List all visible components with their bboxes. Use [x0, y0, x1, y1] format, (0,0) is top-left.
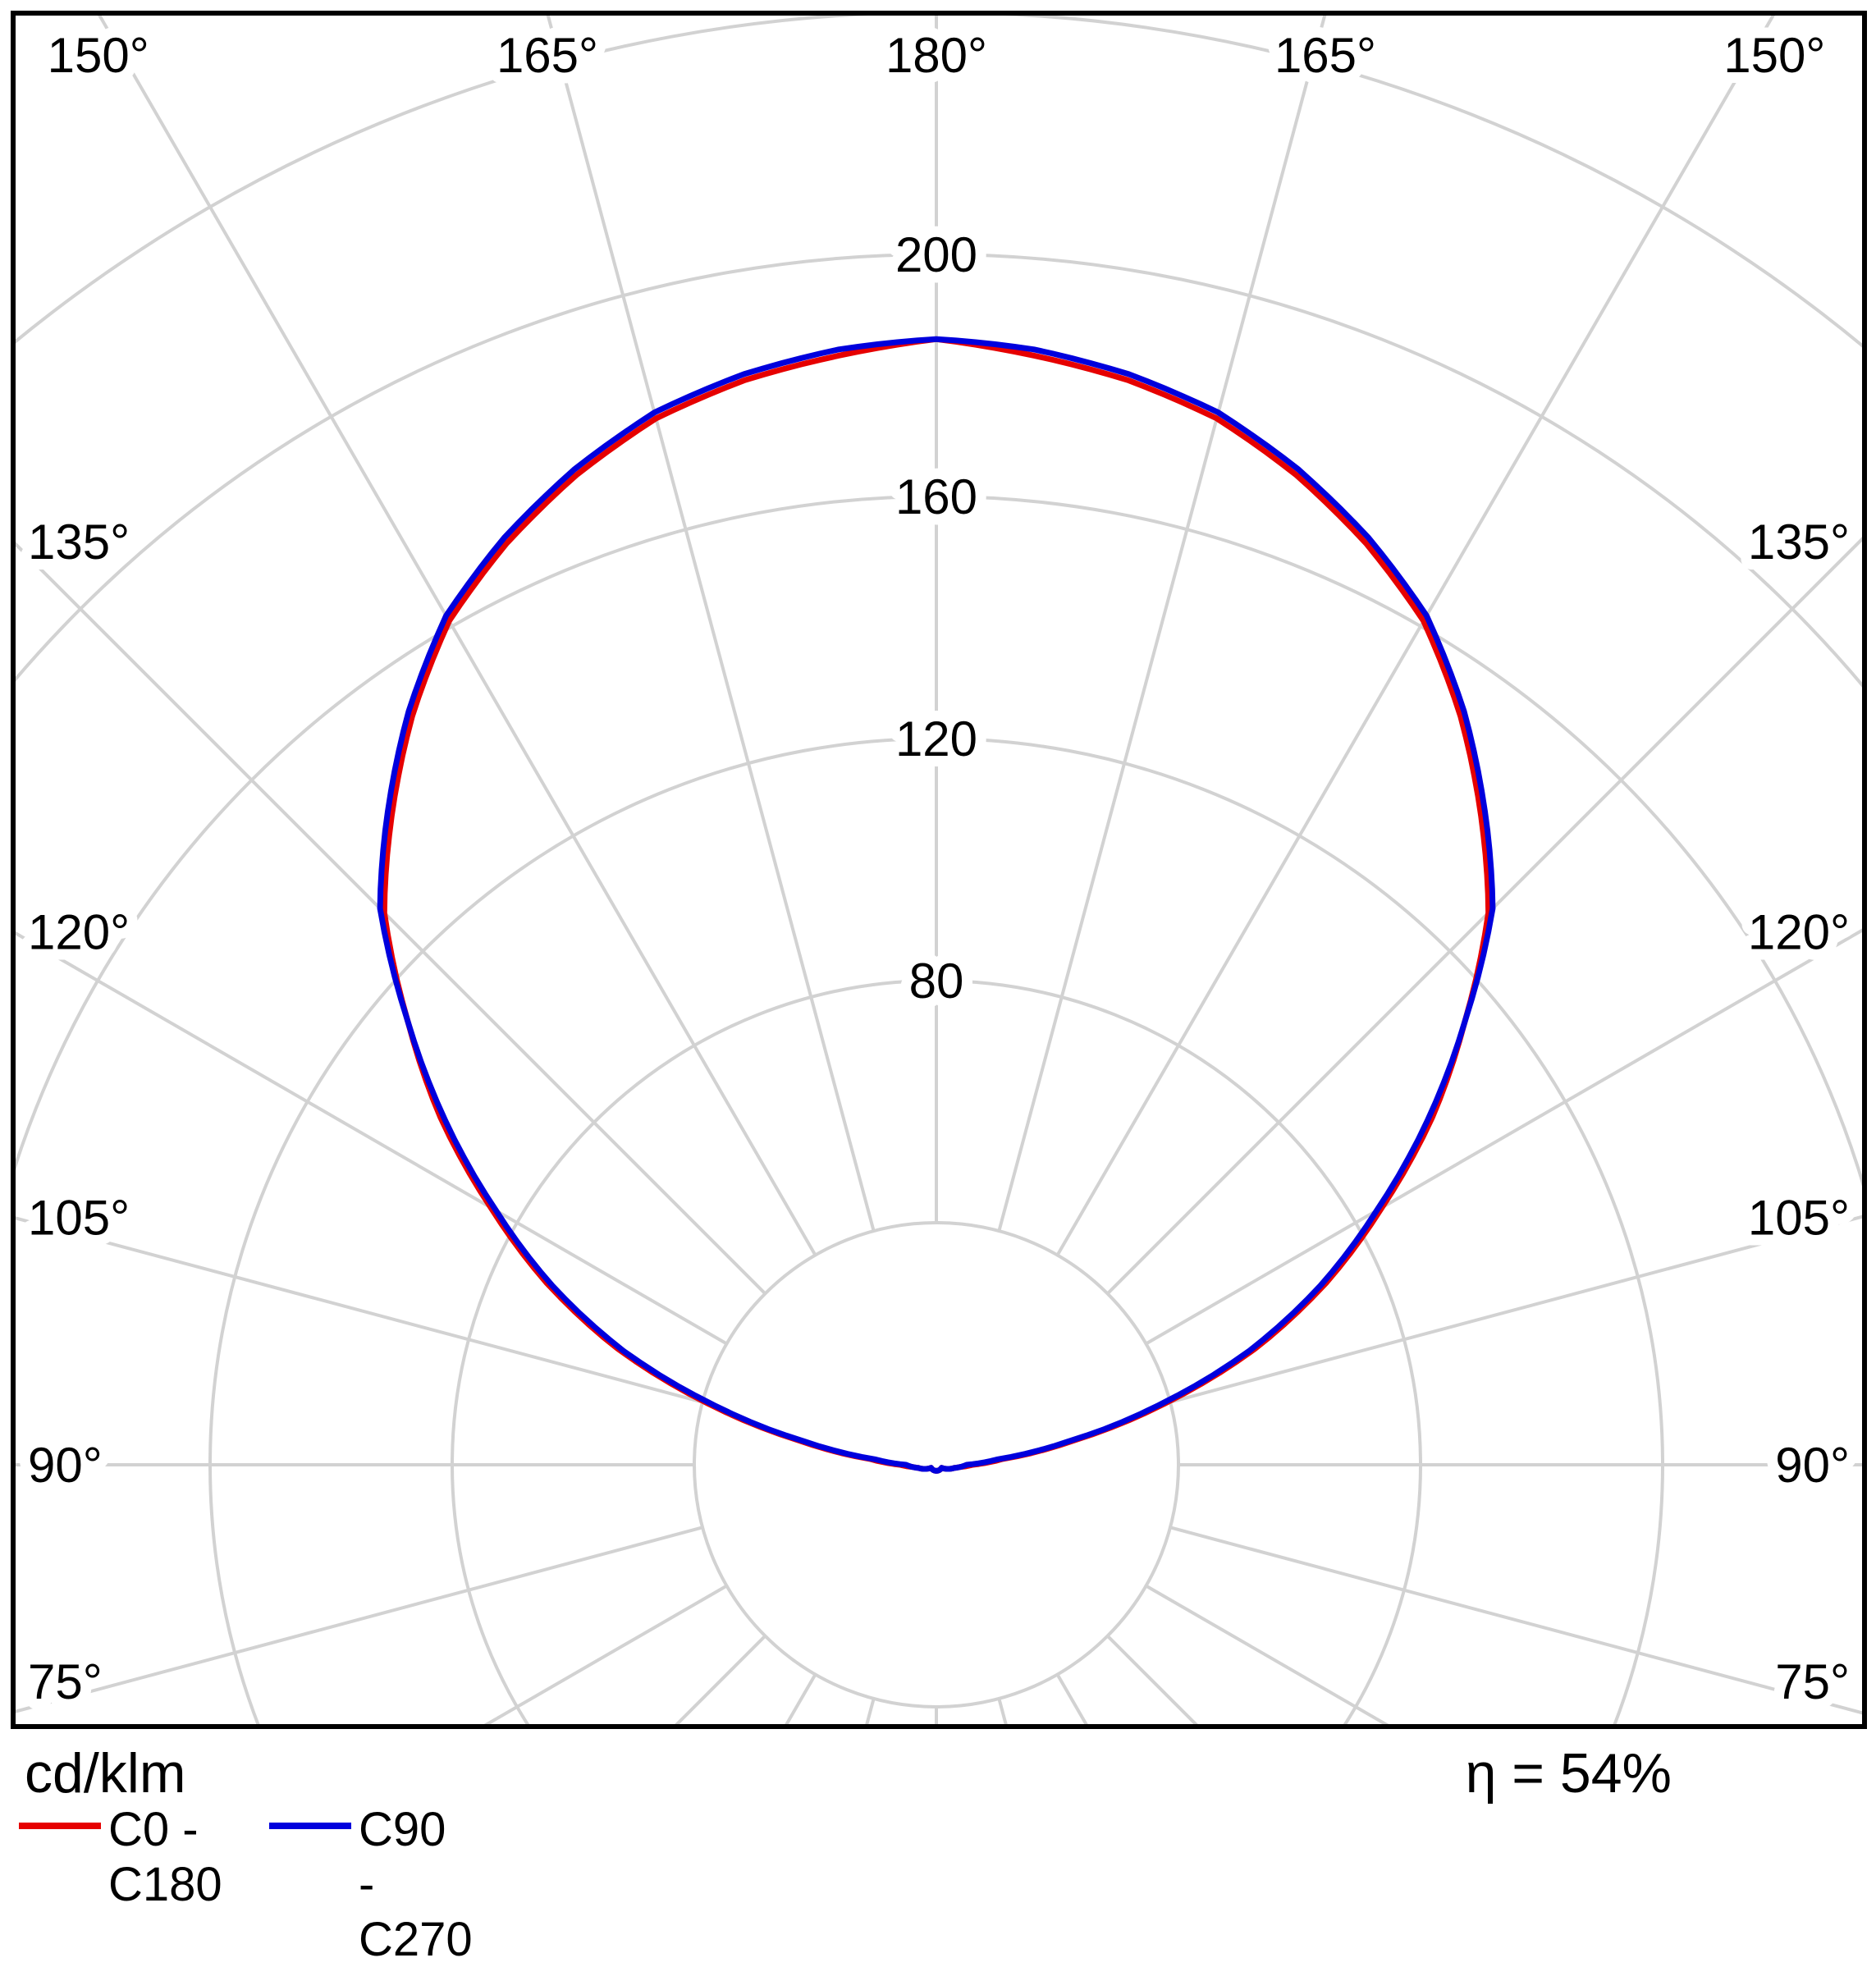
angle-label: 150° [1723, 28, 1825, 83]
legend-label-c90-c270: C90 - C270 [359, 1802, 473, 1967]
angle-label: 75° [28, 1654, 103, 1709]
angle-label: 165° [1274, 28, 1376, 83]
legend-swatch-blue [269, 1823, 351, 1829]
radial-label: 200 [895, 227, 977, 282]
angle-label: 90° [28, 1438, 103, 1493]
polar-grid-spoke [0, 1527, 702, 1876]
polar-grid-spoke [0, 0, 816, 1256]
angle-label: 120° [28, 904, 130, 959]
angle-label: 165° [496, 28, 598, 83]
polar-grid-spoke [1146, 1586, 1876, 1877]
angle-label: 180° [885, 28, 987, 83]
polar-grid-ring [694, 1223, 1178, 1707]
polar-chart: 80 120 160 200 180° 75° 75° 90° 90° 105° 105° 120° 1… [0, 0, 1876, 1876]
angle-label: 75° [1775, 1654, 1850, 1709]
angle-label: 135° [1748, 515, 1850, 570]
angle-label: 105° [28, 1191, 130, 1246]
angle-label: 105° [1748, 1191, 1850, 1246]
efficiency-label: η = 54% [1466, 1741, 1672, 1805]
polar-grid-spoke [0, 0, 765, 1293]
angle-label: 150° [48, 28, 149, 83]
radial-label: 80 [909, 954, 964, 1009]
polar-grid-spoke [1108, 0, 1876, 1293]
polar-grid-spoke [257, 0, 874, 1231]
polar-grid-spoke [1058, 0, 1876, 1256]
radial-label: 120 [895, 711, 977, 766]
polar-grid-spoke [0, 152, 727, 1344]
unit-label: cd/klm [25, 1741, 185, 1805]
angle-label: 90° [1775, 1438, 1850, 1493]
polar-grid-spoke [1170, 1527, 1876, 1876]
legend-swatch-red [19, 1823, 101, 1829]
polar-grid-spoke [999, 0, 1616, 1231]
angle-label: 120° [1748, 904, 1850, 959]
polar-grid-spoke [1146, 152, 1876, 1344]
radial-label: 160 [895, 469, 977, 524]
legend-label-c0-c180: C0 - C180 [108, 1802, 222, 1912]
angle-label: 135° [28, 515, 130, 570]
